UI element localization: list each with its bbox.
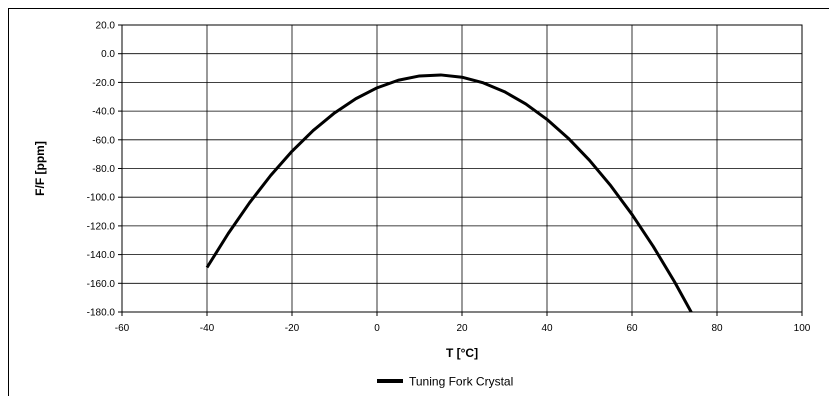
y-tick-label: -120.0 xyxy=(87,221,116,232)
x-tick-label: 0 xyxy=(374,323,380,334)
y-tick-label: -180.0 xyxy=(87,308,116,319)
x-tick-label: -60 xyxy=(115,323,130,334)
x-tick-label: -40 xyxy=(200,323,215,334)
x-tick-label: 40 xyxy=(541,323,553,334)
y-axis: 20.0 0.0 -20.0 -40.0 -60.0 -80.0 -100.0 -120.0 -… xyxy=(87,21,122,319)
x-tick-label: 60 xyxy=(626,323,638,334)
y-tick-label: -160.0 xyxy=(87,279,116,290)
y-tick-label: -140.0 xyxy=(87,250,116,261)
x-tick-label: 100 xyxy=(794,323,811,334)
y-tick-label: -60.0 xyxy=(92,135,115,146)
y-axis-title: F/F [ppm] xyxy=(33,141,47,196)
x-tick-label: 20 xyxy=(456,323,468,334)
x-tick-label: -20 xyxy=(285,323,300,334)
legend-label: Tuning Fork Crystal xyxy=(409,375,513,389)
legend: Tuning Fork Crystal xyxy=(377,375,513,389)
chart-frame xyxy=(8,8,829,396)
y-tick-label: 20.0 xyxy=(96,21,116,32)
x-axis-title: T [°C] xyxy=(446,346,478,360)
y-tick-label: -100.0 xyxy=(87,193,116,204)
y-tick-label: -40.0 xyxy=(92,107,115,118)
x-tick-label: 80 xyxy=(711,323,723,334)
y-tick-label: -20.0 xyxy=(92,78,115,89)
series-layer xyxy=(205,73,693,312)
series-line xyxy=(205,73,693,312)
y-tick-label: 0.0 xyxy=(101,49,115,60)
y-tick-label: -80.0 xyxy=(92,164,115,175)
x-axis: -60 -40 -20 0 20 40 60 80 100 xyxy=(115,312,811,334)
grid xyxy=(121,24,803,313)
